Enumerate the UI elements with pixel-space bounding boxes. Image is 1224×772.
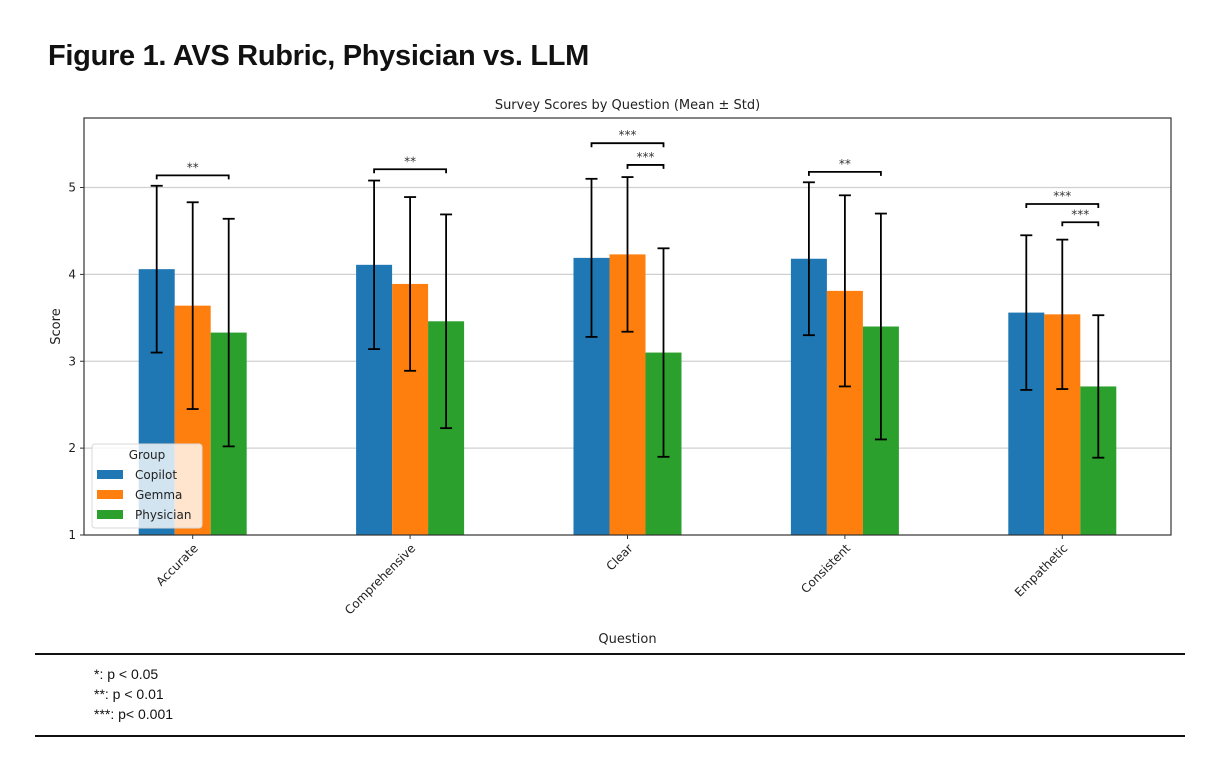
bracket-line — [155, 174, 230, 180]
error-bar — [802, 181, 815, 337]
error-bar — [874, 212, 887, 441]
error-bar — [186, 201, 199, 410]
error-bar — [440, 213, 453, 430]
chart-title: Survey Scores by Question (Mean ± Std) — [495, 98, 760, 113]
error-bar — [657, 247, 670, 458]
x-axis-label: Question — [598, 632, 656, 647]
legend-swatch-physician — [97, 510, 123, 519]
footnote-two-star: **: p < 0.01 — [94, 686, 164, 702]
x-tick-label: Empathetic — [1012, 541, 1070, 599]
error-bar — [368, 179, 381, 350]
legend-label-copilot: Copilot — [135, 468, 177, 482]
significance-bracket: *** — [1061, 207, 1100, 227]
x-tick-label: Clear — [604, 541, 636, 573]
legend-label-gemma: Gemma — [135, 488, 182, 502]
significance-label: ** — [404, 154, 416, 168]
bracket-line — [373, 168, 447, 174]
significance-label: *** — [619, 128, 637, 142]
error-bar — [222, 217, 235, 448]
y-tick-label: 1 — [68, 528, 76, 542]
error-bar — [1056, 238, 1069, 390]
x-tick-label: Consistent — [798, 541, 853, 596]
footnote-one-star: *: p < 0.05 — [94, 666, 159, 682]
legend-label-physician: Physician — [135, 508, 191, 522]
significance-bracket: ** — [155, 160, 230, 180]
error-bar — [838, 194, 851, 388]
bar-chart: Survey Scores by Question (Mean ± Std) 1 2… — [49, 98, 1172, 647]
significance-bracket: *** — [626, 150, 665, 169]
significance-bracket: ** — [808, 157, 882, 176]
legend-swatch-copilot — [97, 470, 123, 479]
error-bar — [585, 177, 598, 338]
x-tick-label: Comprehensive — [342, 541, 418, 617]
significance-bracket: *** — [1025, 189, 1100, 209]
y-tick-label: 5 — [68, 181, 76, 195]
significance-footnotes: *: p < 0.05 **: p < 0.01 ***: p< 0.001 — [94, 664, 173, 724]
significance-label: *** — [1071, 207, 1089, 221]
footnote-top-rule — [35, 653, 1185, 655]
bracket-line — [1061, 221, 1100, 227]
footnote-bottom-rule — [35, 735, 1185, 737]
footnote-three-star: ***: p< 0.001 — [94, 706, 174, 722]
y-axis-label: Score — [49, 308, 64, 344]
significance-label: ** — [839, 157, 851, 171]
significance-label: *** — [1053, 189, 1071, 203]
bracket-line — [1025, 203, 1100, 209]
bracket-line — [626, 164, 665, 169]
error-bar — [150, 184, 163, 354]
significance-label: *** — [637, 150, 655, 164]
x-tick-label: Accurate — [153, 541, 201, 589]
bracket-line — [808, 170, 882, 176]
y-tick-label: 3 — [68, 354, 76, 368]
legend-title: Group — [129, 448, 166, 462]
significance-label: ** — [187, 160, 199, 174]
error-bar — [621, 176, 634, 333]
significance-bracket: ** — [373, 154, 447, 174]
significance-bracket: *** — [590, 128, 665, 148]
legend-swatch-gemma — [97, 490, 123, 499]
y-tick-label: 2 — [68, 441, 76, 455]
error-bar — [404, 196, 417, 372]
legend: Group Copilot Gemma Physician — [91, 443, 203, 529]
bracket-line — [590, 142, 665, 148]
error-bar — [1020, 234, 1033, 391]
figure-title: Figure 1. AVS Rubric, Physician vs. LLM — [48, 40, 590, 72]
legend-box — [91, 443, 203, 529]
error-bar — [1092, 314, 1105, 459]
y-tick-label: 4 — [68, 267, 76, 281]
